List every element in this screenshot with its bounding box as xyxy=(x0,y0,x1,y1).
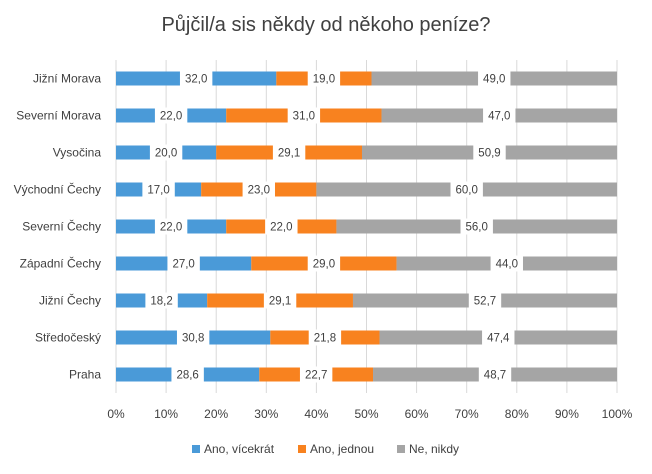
data-label-box xyxy=(308,329,342,346)
data-label-box xyxy=(450,181,483,198)
x-tick-label: 100% xyxy=(602,407,633,421)
category-label: Vysočina xyxy=(53,146,102,160)
data-label-box xyxy=(154,107,188,124)
data-label: 32,0 xyxy=(185,74,207,86)
data-label-box xyxy=(478,70,511,87)
x-tick-label: 20% xyxy=(204,407,228,421)
data-label-box xyxy=(242,181,275,198)
data-label-box xyxy=(307,255,341,272)
data-label: 48,7 xyxy=(484,370,506,382)
data-label-box xyxy=(490,255,523,272)
data-label: 56,0 xyxy=(466,222,488,234)
x-tick-label: 50% xyxy=(354,407,378,421)
x-tick-label: 90% xyxy=(555,407,579,421)
data-label-box xyxy=(460,218,493,235)
legend-swatch xyxy=(397,445,405,453)
category-label: Západní Čechy xyxy=(20,256,101,271)
data-label: 52,7 xyxy=(474,296,496,308)
data-label-box xyxy=(265,218,298,235)
data-label: 20,0 xyxy=(155,148,177,160)
x-tick-label: 30% xyxy=(254,407,278,421)
data-label-box xyxy=(176,329,210,346)
data-label-box xyxy=(142,181,175,198)
data-label-box xyxy=(263,292,297,309)
legend-label: Ano, vícekrát xyxy=(204,442,275,456)
data-label-box xyxy=(483,107,516,124)
data-label: 50,9 xyxy=(478,148,500,160)
x-tick-label: 40% xyxy=(304,407,328,421)
data-label: 47,4 xyxy=(487,333,510,345)
data-label: 22,0 xyxy=(270,222,292,234)
data-label-box xyxy=(167,255,200,272)
data-label-box xyxy=(299,366,333,383)
x-tick-label: 80% xyxy=(505,407,529,421)
data-label: 18,2 xyxy=(150,296,172,308)
data-label-box xyxy=(171,366,204,383)
category-label: Středočeský xyxy=(35,331,101,345)
legend-label: Ne, nikdy xyxy=(409,442,459,456)
data-label: 22,0 xyxy=(160,222,182,234)
data-label-box xyxy=(272,144,306,161)
category-label: Severní Čechy xyxy=(22,219,101,234)
x-tick-label: 60% xyxy=(405,407,429,421)
data-label-box xyxy=(287,107,321,124)
data-label: 23,0 xyxy=(248,185,270,197)
category-label: Jižní Morava xyxy=(33,72,101,86)
x-tick-label: 70% xyxy=(455,407,479,421)
data-label: 19,0 xyxy=(313,74,335,86)
data-label-box xyxy=(145,292,178,309)
category-label: Praha xyxy=(69,368,101,382)
category-label: Severní Morava xyxy=(16,109,101,123)
data-label: 17,0 xyxy=(147,185,169,197)
category-label: Jižní Čechy xyxy=(39,293,101,308)
data-label-box xyxy=(468,292,502,309)
data-label: 22,7 xyxy=(305,370,327,382)
data-label: 60,0 xyxy=(456,185,478,197)
legend-label: Ano, jednou xyxy=(310,442,374,456)
data-label-box xyxy=(149,144,183,161)
data-label: 29,1 xyxy=(269,296,291,308)
data-label: 49,0 xyxy=(483,74,505,86)
x-tick-label: 10% xyxy=(154,407,178,421)
data-label-box xyxy=(154,218,188,235)
data-label-box xyxy=(179,70,213,87)
legend-swatch xyxy=(192,445,200,453)
data-label: 27,0 xyxy=(172,259,194,271)
data-label-box xyxy=(307,70,341,87)
data-label: 29,0 xyxy=(313,259,335,271)
category-label: Východní Čechy xyxy=(14,182,101,197)
data-label: 21,8 xyxy=(314,333,336,345)
data-label: 47,0 xyxy=(488,111,510,123)
data-label-box xyxy=(473,144,506,161)
legend-swatch xyxy=(298,445,306,453)
data-label: 28,6 xyxy=(176,370,198,382)
data-label-box xyxy=(482,329,515,346)
data-label: 22,0 xyxy=(160,111,182,123)
data-label: 30,8 xyxy=(182,333,204,345)
data-label-box xyxy=(478,366,512,383)
data-label: 31,0 xyxy=(293,111,315,123)
x-tick-label: 0% xyxy=(107,407,125,421)
data-label: 44,0 xyxy=(496,259,518,271)
chart-title: Půjčil/a sis někdy od někoho peníze? xyxy=(161,14,491,36)
data-label: 29,1 xyxy=(278,148,300,160)
